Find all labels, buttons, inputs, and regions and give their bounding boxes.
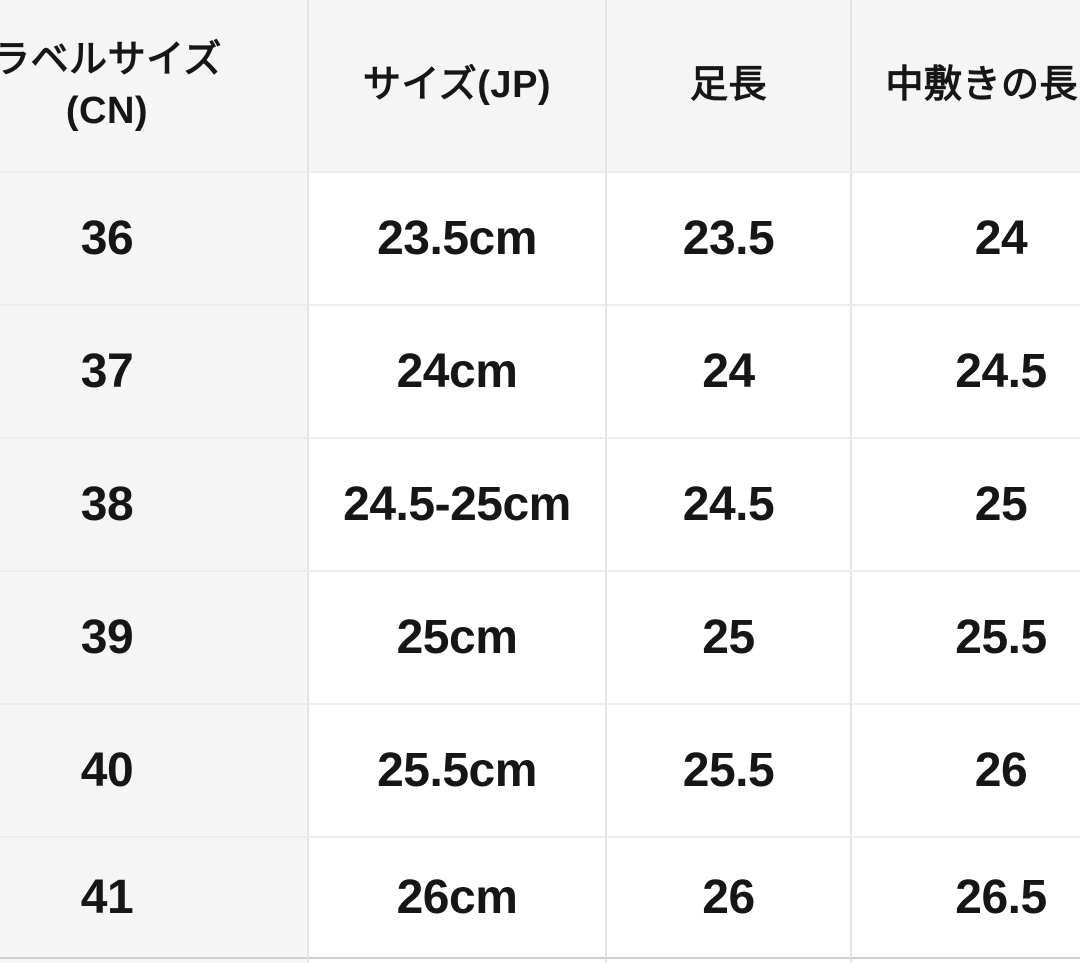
cell-insole-length: 26.5 <box>850 836 1080 959</box>
table-row: 41 26cm 26 26.5 <box>0 836 1080 959</box>
cell-insole-length: 24 <box>850 171 1080 304</box>
cell-label-size-cn: 38 <box>0 437 307 570</box>
table-row: 37 24cm 24 24.5 <box>0 304 1080 437</box>
header-cell-label-size-cn: ラベルサイズ (CN) <box>0 0 307 171</box>
cell-size-jp: 23.5cm <box>307 171 605 304</box>
cell-insole-length: 26 <box>850 703 1080 836</box>
table-row: 38 24.5-25cm 24.5 25 <box>0 437 1080 570</box>
table-row: 39 25cm 25 25.5 <box>0 570 1080 703</box>
cell-label-size-cn: 40 <box>0 703 307 836</box>
cell-foot-length <box>605 959 850 963</box>
cell-foot-length: 26 <box>605 836 850 959</box>
cell-insole-length: 24.5 <box>850 304 1080 437</box>
cell-label-size-cn <box>0 959 307 963</box>
cell-insole-length: 25.5 <box>850 570 1080 703</box>
header-label-size-line2: (CN) <box>65 89 149 132</box>
header-cell-size-jp: サイズ(JP) <box>307 0 605 171</box>
cell-insole-length <box>850 959 1080 963</box>
cell-insole-length: 25 <box>850 437 1080 570</box>
cell-foot-length: 25.5 <box>605 703 850 836</box>
table-row: 36 23.5cm 23.5 24 <box>0 171 1080 304</box>
cell-label-size-cn: 39 <box>0 570 307 703</box>
cell-foot-length: 25 <box>605 570 850 703</box>
cell-foot-length: 24.5 <box>605 437 850 570</box>
cell-label-size-cn: 41 <box>0 836 307 959</box>
header-label-size-line1: ラベルサイズ <box>0 39 222 82</box>
header-cell-foot-length: 足長 <box>605 0 850 171</box>
cell-size-jp: 26cm <box>307 836 605 959</box>
cell-size-jp <box>307 959 605 963</box>
table-row-partial <box>0 959 1080 963</box>
cell-label-size-cn: 37 <box>0 304 307 437</box>
cell-size-jp: 25cm <box>307 570 605 703</box>
cell-size-jp: 25.5cm <box>307 703 605 836</box>
cell-label-size-cn: 36 <box>0 171 307 304</box>
table-header-row: ラベルサイズ (CN) サイズ(JP) 足長 中敷きの長さ <box>0 0 1080 171</box>
header-cell-insole-length: 中敷きの長さ <box>850 0 1080 171</box>
table-row: 40 25.5cm 25.5 26 <box>0 703 1080 836</box>
cell-size-jp: 24.5-25cm <box>307 437 605 570</box>
cell-foot-length: 23.5 <box>605 171 850 304</box>
cell-foot-length: 24 <box>605 304 850 437</box>
cell-size-jp: 24cm <box>307 304 605 437</box>
